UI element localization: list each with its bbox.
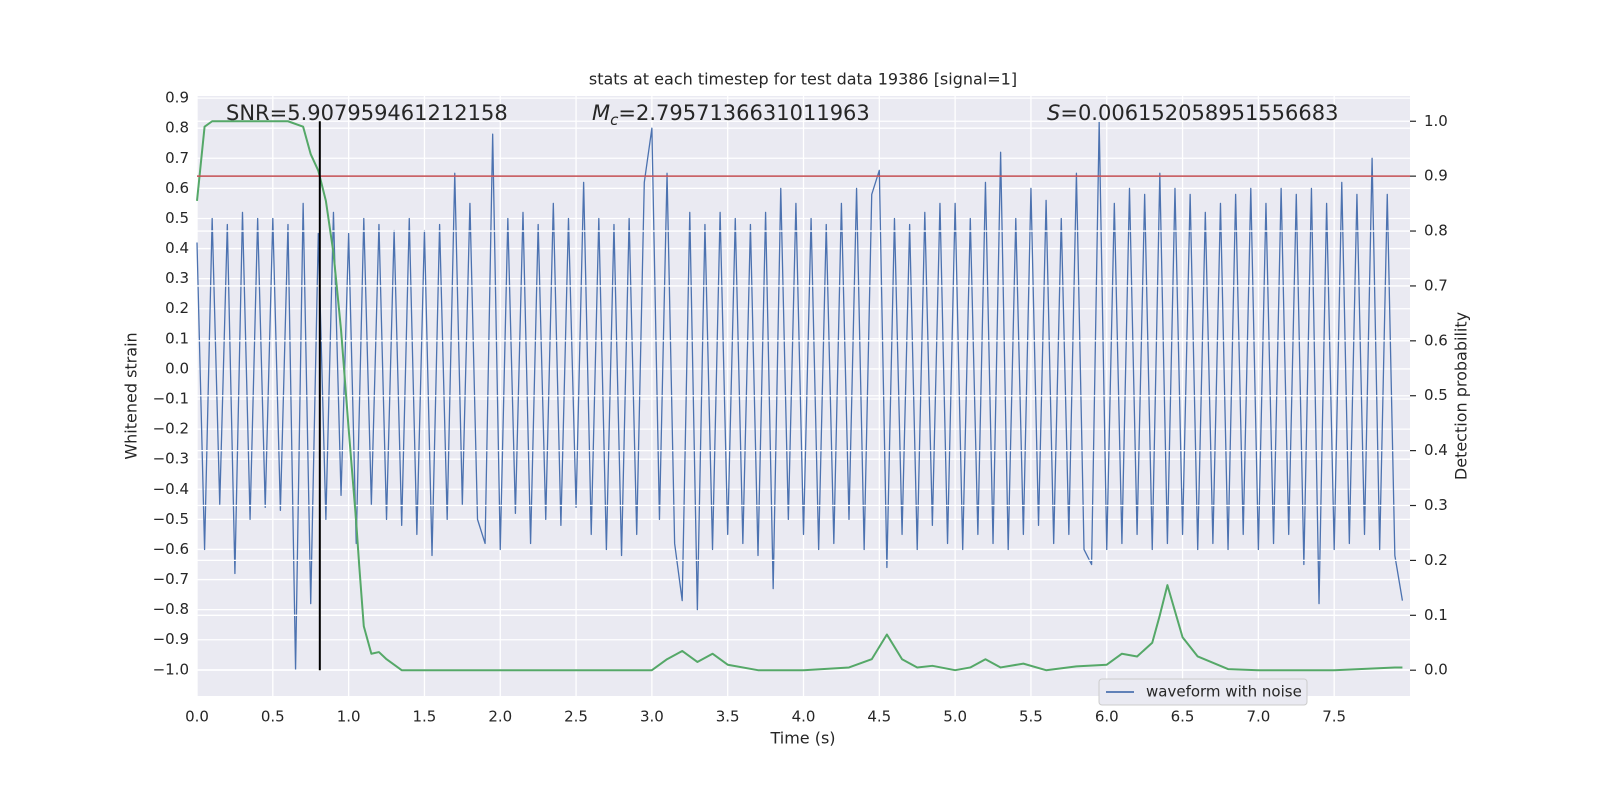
legend-label: waveform with noise [1146,683,1302,701]
x-tick-label: 6.5 [1171,708,1195,726]
y-tick-label: −0.1 [153,390,189,408]
legend-box [1098,678,1308,706]
y2-tick-label: 0.4 [1424,441,1448,459]
annotation: SNR=5.907959461212158 [226,101,508,125]
y-tick-label: 0.7 [165,149,189,167]
annotation-text: =2.7957136631011963 [618,101,869,125]
y-axis-label: Whitened strain [122,332,141,459]
y-tick-label: −0.4 [153,480,189,498]
x-tick-label: 2.5 [564,708,588,726]
series-line [196,120,1403,672]
x-tick-label: 7.5 [1322,708,1346,726]
y2-tick-label: 0.9 [1424,167,1448,185]
y2-tick-label: 0.8 [1424,222,1448,240]
annotation: Mc=2.7957136631011963 [592,101,870,129]
y2-tick-label: 0.2 [1424,551,1448,569]
y2-tick-label: 0.3 [1424,496,1448,514]
x-tick-label: 0.5 [261,708,285,726]
x-tick-label: 0.0 [185,708,209,726]
y-tick-label: 0.5 [165,209,189,227]
y-tick-label: 0.4 [165,239,189,257]
y-tick-label: 0.9 [165,89,189,107]
y-tick-label: −0.8 [153,600,189,618]
x-tick-label: 5.5 [1019,708,1043,726]
annotation-symbol: M [592,101,610,125]
chart-title: stats at each timestep for test data 193… [589,70,1017,89]
x-tick-label: 1.0 [337,708,361,726]
y2-tick-label: 0.0 [1424,661,1448,679]
y2-tick-label: 0.5 [1424,386,1448,404]
x-tick-label: 4.5 [867,708,891,726]
y-tick-label: −1.0 [153,660,189,678]
x-tick-label: 7.0 [1246,708,1270,726]
y-tick-label: 0.3 [165,269,189,287]
x-axis-label: Time (s) [769,729,835,748]
y-tick-label: −0.6 [153,540,189,558]
y2-tick-label: 0.1 [1424,606,1448,624]
y-tick-label: 0.0 [165,359,189,377]
annotation: S=0.006152058951556683 [1047,101,1338,125]
x-tick-label: 4.0 [792,708,816,726]
x-tick-label: 3.5 [716,708,740,726]
series-line [196,121,1404,671]
x-tick-label: 1.5 [413,708,437,726]
y2-tick-label: 1.0 [1424,112,1448,130]
y-tick-label: 0.6 [165,179,189,197]
y-tick-label: −0.5 [153,510,189,528]
y-tick-label: 0.8 [165,119,189,137]
x-tick-label: 2.0 [488,708,512,726]
annotation-text: =0.006152058951556683 [1060,101,1338,125]
y2-tick-label: 0.6 [1424,331,1448,349]
y-tick-label: −0.2 [153,420,189,438]
y-tick-label: −0.3 [153,450,189,468]
annotation-symbol: S [1047,101,1060,125]
y-tick-label: −0.7 [153,570,189,588]
y-tick-label: −0.9 [153,630,189,648]
x-tick-label: 5.0 [943,708,967,726]
y2-axis-label: Detection probability [1452,312,1471,480]
y-tick-label: 0.2 [165,299,189,317]
annotation-text: SNR=5.907959461212158 [226,101,508,125]
annotation-subscript: c [610,111,619,129]
x-tick-label: 3.0 [640,708,664,726]
legend: waveform with noise [1098,678,1308,706]
y-tick-label: 0.1 [165,329,189,347]
x-tick-label: 6.0 [1095,708,1119,726]
y2-tick-label: 0.7 [1424,276,1448,294]
